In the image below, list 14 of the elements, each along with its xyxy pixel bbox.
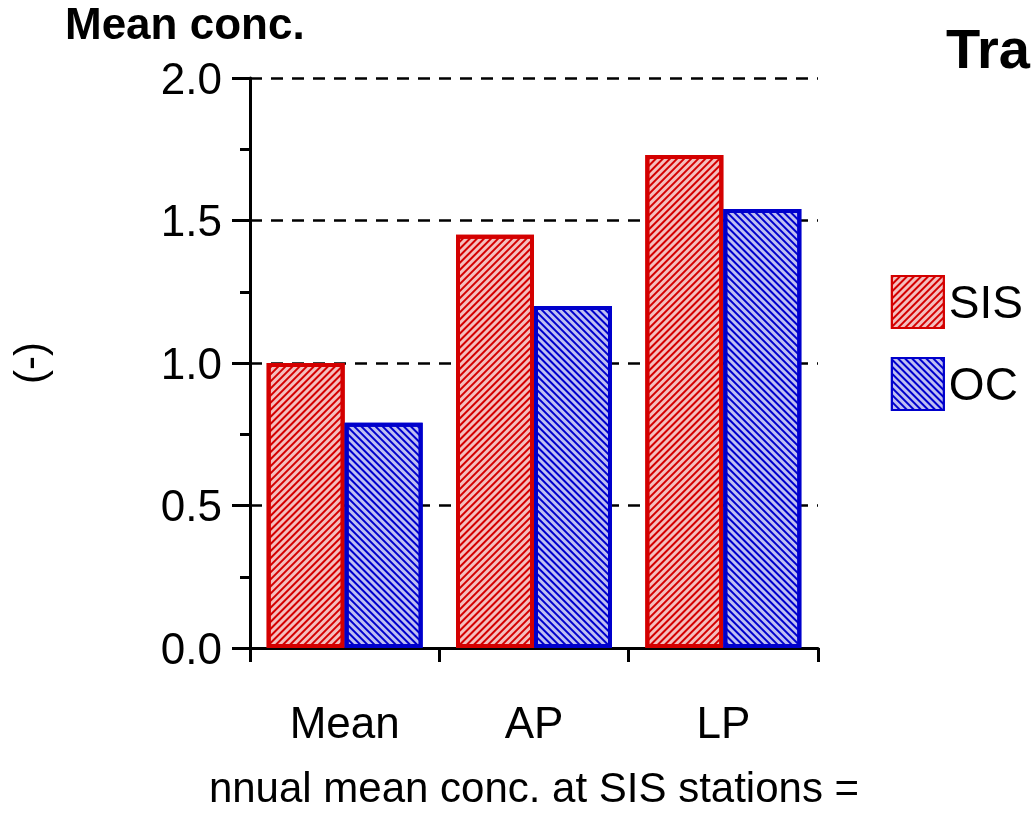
chart-title: Mean conc. — [65, 0, 305, 48]
text: Tra — [945, 16, 1031, 80]
y-tick-label: 1.0 — [160, 338, 222, 388]
x-tick-label: Mean — [289, 697, 400, 747]
y-tick-label: 1.5 — [160, 196, 222, 245]
y-tick-label: 2.0 — [160, 53, 222, 103]
y-axis-title: (-) — [5, 342, 53, 384]
legend-label: SIS — [948, 276, 1024, 328]
y-tick-label: 0.0 — [160, 623, 222, 673]
x-tick-label: LP — [696, 697, 751, 747]
x-tick-label: AP — [504, 697, 564, 747]
y-tick-label: 0.5 — [160, 481, 222, 530]
x-axis-title: nnual mean conc. at SIS stations = — [208, 763, 860, 811]
legend-label: OC — [948, 358, 1018, 410]
